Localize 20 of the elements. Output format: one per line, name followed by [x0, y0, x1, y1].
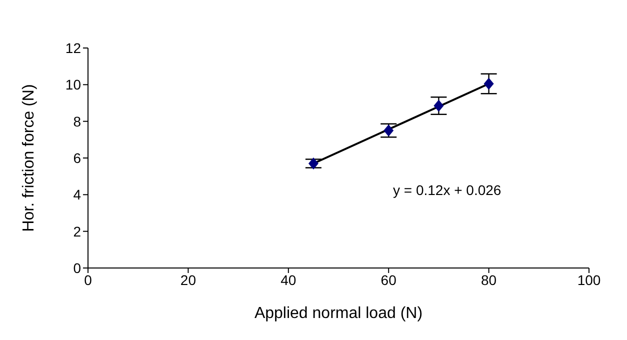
y-axis-title: Hor. friction force (N) [20, 84, 38, 232]
x-tick-label: 80 [481, 272, 497, 288]
x-tick-label: 20 [180, 272, 196, 288]
y-tick-label: 6 [73, 150, 82, 166]
point [384, 124, 394, 136]
x-tick-label: 0 [84, 272, 92, 288]
point [308, 158, 318, 170]
x-tick-label: 100 [577, 272, 601, 288]
y-tick-label: 0 [73, 260, 82, 276]
y-tick-label: 4 [73, 186, 82, 203]
annotation: y = 0.12x + 0.026 [393, 182, 502, 198]
y-tick-label: 2 [73, 223, 82, 240]
y-tick-label: 10 [65, 76, 82, 93]
x-tick-label: 40 [280, 272, 296, 288]
point [484, 78, 494, 90]
point [434, 100, 444, 112]
x-tick-label: 60 [380, 272, 397, 288]
y-tick-label: 8 [73, 113, 82, 130]
x-axis-title: Applied normal load (N) [254, 305, 423, 322]
y-tick-label: 12 [65, 40, 82, 56]
